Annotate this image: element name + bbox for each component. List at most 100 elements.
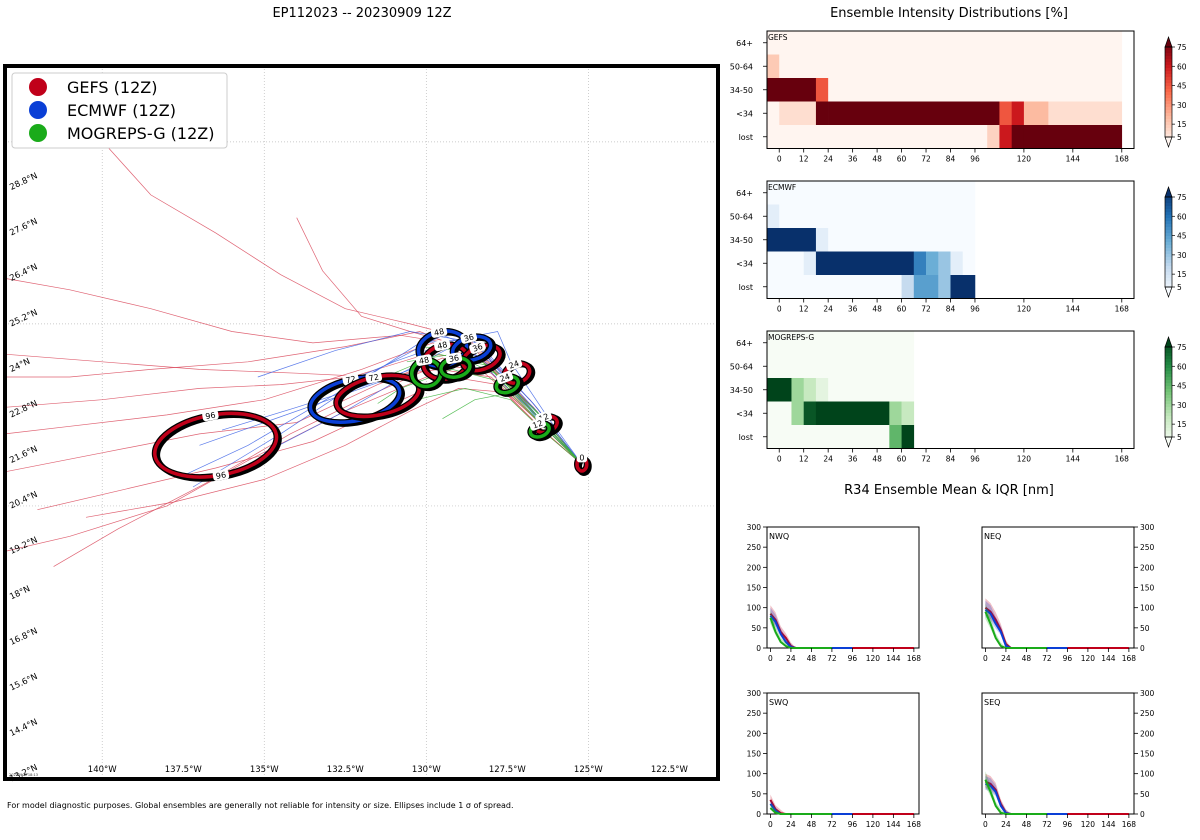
colorbar-swatch: [1165, 353, 1172, 357]
heatmap-cell: [1011, 125, 1025, 149]
colorbar-red: 5 15 30 45 60 75: [1164, 35, 1187, 149]
heatmap-cell: [767, 251, 804, 276]
heatmap-cell: [815, 251, 915, 276]
heatmap-cell: [938, 275, 951, 299]
x-tick-label: 144: [1066, 305, 1081, 314]
heatmap-cell: [950, 275, 976, 299]
x-tick-label: 84: [946, 155, 956, 164]
heatmap-cell: [901, 401, 915, 426]
r34-quadrant-label: NEQ: [984, 532, 1001, 541]
figure-title: EP112023 -- 20230909 12Z: [272, 6, 451, 21]
colorbar-tick-label: 45: [1177, 232, 1187, 241]
x-tick-label: 120: [1017, 305, 1032, 314]
x-tick-label: 24: [786, 654, 796, 663]
hour-label: 0: [579, 453, 584, 462]
colorbar-swatch: [1165, 125, 1172, 129]
colorbar-swatch: [1165, 389, 1172, 393]
colorbar-tick-label: 15: [1177, 420, 1187, 429]
colorbar-swatch: [1165, 92, 1172, 96]
row-label: 50-64: [730, 62, 753, 71]
r34-frame: [766, 526, 920, 649]
heatmap-cell: [815, 78, 829, 102]
mogreps-ellipse-36: 36: [438, 352, 476, 382]
heatmap-cell: [767, 181, 976, 205]
colorbar-swatch: [1165, 203, 1172, 207]
y-tick-label: 100: [747, 604, 762, 613]
colorbar-tick-label: 75: [1177, 343, 1187, 352]
x-tick-label: 120: [1017, 155, 1032, 164]
hour-label-box: [415, 354, 433, 366]
x-tick-label: 96: [1063, 654, 1073, 663]
lon-tick-label: 127.5°W: [489, 765, 527, 775]
row-label: 34-50: [730, 386, 753, 395]
lon-tick-label: 130°W: [412, 765, 441, 775]
row-label: 34-50: [730, 236, 753, 245]
colorbar-swatch: [1165, 80, 1172, 84]
heatmap-cell: [767, 331, 915, 355]
colorbar-swatch: [1165, 215, 1172, 219]
colorbar-swatch: [1165, 383, 1172, 387]
heatmap-cell: [950, 251, 964, 276]
x-tick-label: 0: [777, 305, 782, 314]
colorbar-swatch: [1165, 434, 1172, 438]
x-tick-label: 0: [768, 654, 773, 663]
x-tick-label: 24: [823, 155, 833, 164]
lon-tick-label: 125°W: [574, 765, 603, 775]
colorbar-tick-label: 5: [1177, 133, 1182, 142]
hour-label-box: [496, 370, 514, 385]
colorbar-swatch: [1165, 419, 1172, 423]
x-tick-label: 168: [1122, 820, 1137, 829]
heatmap-cell: [828, 228, 976, 252]
x-tick-label: 12: [799, 455, 809, 464]
x-tick-label: 48: [807, 654, 817, 663]
x-tick-label: 0: [768, 820, 773, 829]
lon-tick-label: 135°W: [250, 765, 279, 775]
legend-label-gefs: GEFS (12Z): [67, 78, 157, 97]
intensity-heatmaps: 64+ 50-64 34-50 <34 lost GEFS 0 12 24 36 48 60 72 84 9…: [730, 30, 1187, 464]
colorbar-swatch: [1165, 425, 1172, 429]
colorbar-swatch: [1165, 251, 1172, 255]
y-tick-label: 100: [747, 770, 762, 779]
mogreps-track: [416, 388, 583, 465]
colorbar-swatch: [1165, 266, 1172, 270]
colorbar-swatch: [1165, 242, 1172, 246]
colorbar-swatch: [1165, 200, 1172, 204]
lon-tick-label: 140°W: [88, 765, 117, 775]
colorbar-swatch: [1165, 113, 1172, 117]
heatmap-cell: [767, 204, 780, 229]
colorbar-swatch: [1165, 416, 1172, 420]
heatmap-cell: [938, 251, 951, 276]
colorbar-swatch: [1165, 68, 1172, 72]
heatmap-cell: [987, 125, 1000, 149]
colorbar-swatch: [1165, 254, 1172, 258]
colorbar-swatch: [1165, 350, 1172, 354]
x-tick-label: 72: [1042, 820, 1052, 829]
colorbar-swatch: [1165, 386, 1172, 390]
colorbar-tick-label: 75: [1177, 193, 1187, 202]
hour-label: 24: [499, 372, 512, 384]
x-tick-label: 96: [970, 305, 980, 314]
y-tick-label: 300: [1140, 523, 1155, 532]
colorbar-tick-label: 60: [1177, 62, 1187, 71]
colorbar-max-arrow: [1164, 185, 1173, 198]
gefs-ellipse-96: 96 96: [151, 409, 282, 482]
y-tick-label: 150: [747, 750, 762, 759]
row-label: lost: [739, 433, 753, 442]
legend-label-ecmwf: ECMWF (12Z): [67, 101, 176, 120]
hour-label: 36: [471, 342, 484, 354]
heatmap-cell: [767, 101, 780, 126]
colorbar-swatch: [1165, 362, 1172, 366]
hour-label-box: [576, 452, 588, 463]
colorbar-swatch: [1165, 395, 1172, 399]
r34-title: R34 Ensemble Mean & IQR [nm]: [844, 483, 1054, 498]
heatmap-cell: [803, 251, 817, 276]
legend-box: [11, 72, 228, 149]
x-tick-label: 120: [1081, 820, 1096, 829]
colorbar-swatch: [1165, 428, 1172, 432]
x-tick-label: 36: [848, 305, 858, 314]
x-tick-label: 144: [1066, 455, 1081, 464]
y-tick-label: 300: [747, 523, 762, 532]
heatmap-cell: [828, 378, 915, 402]
